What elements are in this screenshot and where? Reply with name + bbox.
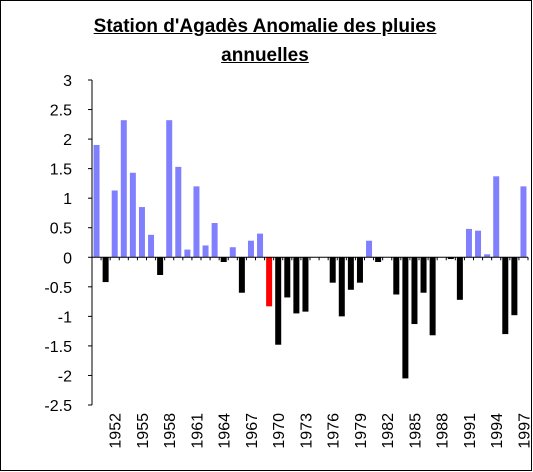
bar (166, 120, 173, 258)
x-tick-label: 1958 (162, 413, 179, 449)
bar (138, 207, 145, 258)
y-tick-label: -1.5 (44, 339, 72, 356)
y-tick-label: 1 (63, 191, 72, 208)
bar (420, 257, 427, 293)
bar (266, 257, 273, 307)
y-tick-label: 2 (63, 132, 72, 149)
x-tick-label: 1976 (326, 413, 343, 449)
bar (375, 257, 382, 262)
bar (338, 257, 345, 317)
bar (456, 257, 463, 300)
x-tick-label: 1985 (407, 413, 424, 449)
x-tick-label: 1952 (108, 413, 125, 449)
y-tick-label: -1 (58, 309, 72, 326)
x-tick-label: 1955 (135, 413, 152, 449)
bar (293, 257, 300, 314)
bar (356, 257, 363, 283)
x-tick-label: 1964 (217, 413, 234, 449)
bar (402, 257, 409, 379)
bar (275, 257, 282, 345)
bar (257, 233, 264, 258)
bar (102, 257, 109, 283)
bar (238, 257, 245, 293)
x-tick-label: 1988 (435, 413, 452, 449)
y-tick-label: 0 (63, 250, 72, 267)
y-tick-label: -0.5 (44, 280, 72, 297)
x-tick-label: 1994 (489, 413, 506, 449)
bar (211, 223, 218, 258)
bar (220, 257, 227, 262)
bar (511, 257, 518, 316)
bar (347, 257, 354, 290)
y-tick-label: -2 (58, 368, 72, 385)
bar (120, 120, 127, 258)
x-tick-label: 1982 (380, 413, 397, 449)
x-tick-label: 1970 (271, 413, 288, 449)
bar (502, 257, 509, 335)
bar (366, 240, 373, 258)
bar (484, 254, 491, 258)
y-tick-label: 3 (63, 73, 72, 90)
bar (202, 245, 209, 258)
chart-title: Station d'Agadès Anomalie des pluies ann… (93, 16, 437, 66)
bar (429, 257, 436, 336)
bar (175, 166, 182, 258)
x-tick-label: 1967 (244, 413, 261, 449)
y-tick-label: -2.5 (44, 398, 72, 415)
bar (284, 257, 291, 298)
bar (475, 230, 482, 258)
y-tick-label: 0.5 (50, 221, 72, 238)
y-tick-label: 1.5 (50, 162, 72, 179)
bar (111, 190, 118, 258)
bar (129, 172, 136, 258)
bar (447, 257, 454, 260)
bar (184, 249, 191, 258)
bar (193, 186, 200, 258)
x-tick-label: 1961 (189, 413, 206, 449)
bar (520, 186, 527, 258)
bar (148, 234, 155, 258)
bar (411, 257, 418, 325)
y-tick-label: 2.5 (50, 103, 72, 120)
bar (302, 257, 309, 312)
bar (229, 247, 236, 258)
bar (93, 145, 100, 258)
x-tick-label: 1997 (516, 413, 533, 449)
bar (465, 228, 472, 258)
x-tick-label: 1973 (298, 413, 315, 449)
bar (393, 257, 400, 295)
x-tick-label: 1979 (353, 413, 370, 449)
bar (329, 257, 336, 283)
bar (493, 176, 500, 258)
bar (247, 240, 254, 258)
x-tick-label: 1991 (462, 413, 479, 449)
bar (157, 257, 164, 275)
